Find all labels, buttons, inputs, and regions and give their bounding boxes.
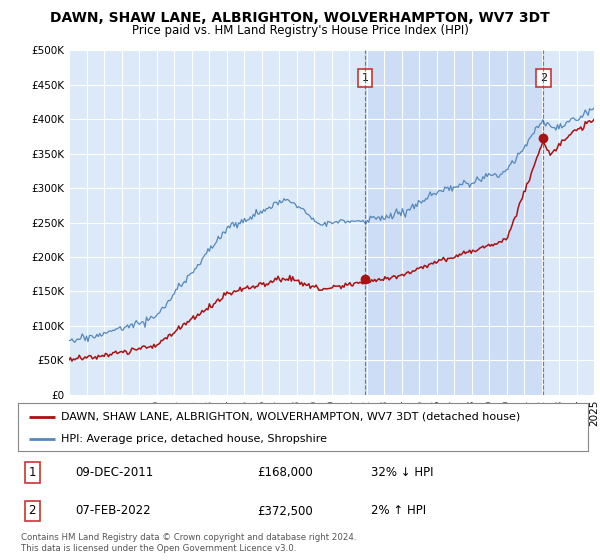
Text: HPI: Average price, detached house, Shropshire: HPI: Average price, detached house, Shro… — [61, 434, 327, 444]
Text: Contains HM Land Registry data © Crown copyright and database right 2024.
This d: Contains HM Land Registry data © Crown c… — [21, 533, 356, 553]
Text: DAWN, SHAW LANE, ALBRIGHTON, WOLVERHAMPTON, WV7 3DT (detached house): DAWN, SHAW LANE, ALBRIGHTON, WOLVERHAMPT… — [61, 412, 520, 422]
Text: 2% ↑ HPI: 2% ↑ HPI — [371, 505, 427, 517]
Text: DAWN, SHAW LANE, ALBRIGHTON, WOLVERHAMPTON, WV7 3DT: DAWN, SHAW LANE, ALBRIGHTON, WOLVERHAMPT… — [50, 11, 550, 25]
Text: 1: 1 — [362, 73, 368, 83]
Text: £168,000: £168,000 — [257, 466, 313, 479]
Text: 2: 2 — [29, 505, 36, 517]
Bar — [365, 50, 543, 395]
Text: 32% ↓ HPI: 32% ↓ HPI — [371, 466, 434, 479]
Text: 1: 1 — [29, 466, 36, 479]
Text: 09-DEC-2011: 09-DEC-2011 — [75, 466, 153, 479]
Text: Price paid vs. HM Land Registry's House Price Index (HPI): Price paid vs. HM Land Registry's House … — [131, 24, 469, 36]
Text: £372,500: £372,500 — [257, 505, 313, 517]
Text: 07-FEB-2022: 07-FEB-2022 — [75, 505, 151, 517]
Text: 2: 2 — [539, 73, 547, 83]
